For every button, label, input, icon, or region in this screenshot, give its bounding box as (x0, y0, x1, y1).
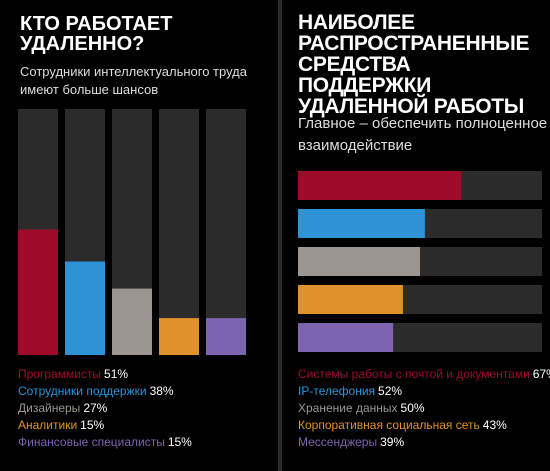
legend-value: 27% (83, 401, 108, 415)
legend-item: Программисты 51% (18, 366, 276, 383)
left-chart-subtitle: Сотрудники интеллектуального труда имеют… (20, 64, 247, 97)
legend-value: 15% (80, 418, 105, 432)
vertical-bar-chart (18, 109, 246, 355)
legend-label: Мессенджеры (298, 435, 378, 449)
left-panel: КТО РАБОТАЕТ УДАЛЕННО? Сотрудники интелл… (18, 13, 276, 451)
legend-label: Хранение данных (298, 401, 398, 415)
legend-label: Программисты (18, 367, 102, 381)
legend-item: Финансовые специалисты 15% (18, 434, 276, 451)
bar (298, 247, 420, 276)
legend-value: 15% (167, 435, 192, 449)
right-chart-legend: Системы работы с почтой и документами67%… (298, 366, 550, 451)
bar-track (206, 109, 246, 355)
legend-item: Корпоративная социальная сеть 43% (298, 417, 550, 434)
bar (159, 318, 199, 355)
legend-label: Сотрудники поддержки (18, 384, 147, 398)
right-panel: НАИБОЛЕЕ РАСПРОСТРАНЕННЫЕ СРЕДСТВА ПОДДЕ… (282, 0, 550, 471)
legend-item: IP-телефония 52% (298, 383, 550, 400)
legend-item: Дизайнеры 27% (18, 400, 276, 417)
bar-track (159, 109, 199, 355)
legend-label: Дизайнеры (18, 401, 81, 415)
bar (298, 323, 394, 352)
legend-value: 38% (149, 384, 174, 398)
left-chart-title: КТО РАБОТАЕТ УДАЛЕННО? (20, 13, 173, 55)
legend-label: IP-телефония (298, 384, 376, 398)
legend-item: Аналитики 15% (18, 417, 276, 434)
legend-value: 43% (482, 418, 507, 432)
right-chart-title: НАИБОЛЕЕ РАСПРОСТРАНЕННЫЕ СРЕДСТВА ПОДДЕ… (298, 11, 530, 118)
legend-label: Финансовые специалисты (18, 435, 165, 449)
bar (298, 209, 425, 238)
panel-divider (278, 0, 282, 471)
legend-item: Сотрудники поддержки 38% (18, 383, 276, 400)
right-chart-subtitle: Главное – обеспечить полноценное взаимод… (298, 115, 548, 154)
legend-item: Мессенджеры 39% (298, 434, 550, 451)
bar (112, 288, 152, 355)
bar (298, 285, 403, 314)
bar (298, 171, 462, 200)
legend-label: Системы работы с почтой и документами (298, 367, 530, 381)
legend-value: 51% (104, 367, 129, 381)
legend-value: 50% (400, 401, 425, 415)
legend-value: 67% (532, 367, 550, 381)
legend-value: 52% (378, 384, 403, 398)
legend-label: Корпоративная социальная сеть (298, 418, 480, 432)
bar (65, 261, 105, 355)
legend-label: Аналитики (18, 418, 78, 432)
bar (18, 229, 58, 355)
bar (206, 318, 246, 355)
legend-item: Хранение данных 50% (298, 400, 550, 417)
horizontal-bar-chart (298, 171, 542, 352)
left-chart-legend: Программисты 51% Сотрудники поддержки 38% Ди… (18, 366, 276, 451)
legend-value: 39% (380, 435, 405, 449)
